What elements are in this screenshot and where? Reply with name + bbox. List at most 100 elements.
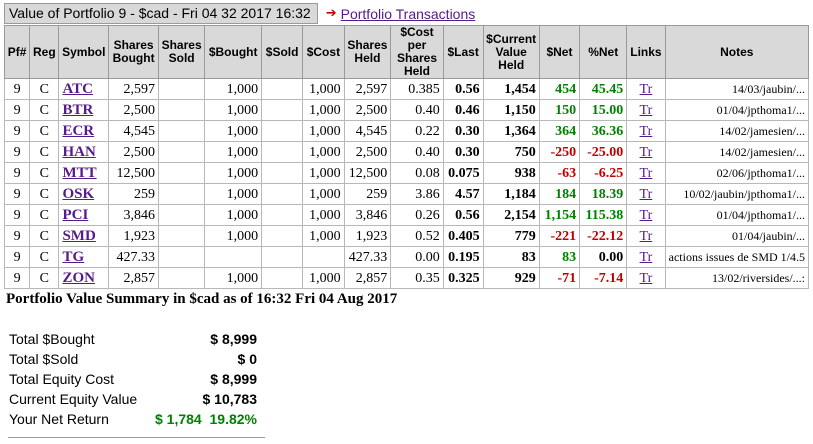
symbol-cell: ATC bbox=[58, 78, 110, 100]
shares-held-cell: 2,857 bbox=[343, 267, 392, 289]
net-cell: -221 bbox=[538, 225, 581, 247]
transactions-tr-link[interactable]: Tr bbox=[639, 186, 653, 202]
reg-cell: C bbox=[29, 246, 60, 268]
notes-cell: 14/03/jaubin/... bbox=[664, 78, 810, 100]
bought-cell: 1,000 bbox=[204, 162, 263, 184]
cost-per-share-cell: 0.35 bbox=[390, 267, 444, 289]
last-cell: 0.30 bbox=[442, 141, 484, 163]
col-shares-sold-header: Shares Sold bbox=[158, 25, 206, 79]
notes-cell: 02/06/jpthoma1/... bbox=[664, 162, 810, 184]
arrow-right-icon: ➔ bbox=[325, 6, 337, 21]
symbol-link[interactable]: PCI bbox=[62, 206, 89, 223]
summary-value: $ 10,783 bbox=[202, 391, 257, 407]
summary-value: $ 8,999 bbox=[210, 331, 257, 347]
summary-label: Your Net Return bbox=[9, 411, 109, 427]
symbol-link[interactable]: ZON bbox=[62, 269, 95, 286]
net-cell: -71 bbox=[538, 267, 581, 289]
sold-cell bbox=[261, 204, 304, 226]
table-row: 9 C HAN 2,500 1,000 1,000 2,500 0.40 0.30 750 -250… bbox=[3, 141, 810, 163]
sold-cell bbox=[261, 99, 304, 121]
cost-cell: 1,000 bbox=[302, 162, 345, 184]
shares-held-cell: 4,545 bbox=[343, 120, 392, 142]
table-row: 9 C TG 427.33 427.33 0.00 0.195 83 83 0.00 Tr actio… bbox=[3, 246, 810, 268]
summary-label: Total $Sold bbox=[9, 351, 79, 367]
transactions-tr-link[interactable]: Tr bbox=[639, 249, 653, 265]
symbol-cell: ZON bbox=[58, 267, 110, 289]
shares-bought-cell: 2,597 bbox=[108, 78, 160, 100]
transactions-tr-link[interactable]: Tr bbox=[639, 270, 653, 286]
pct-net-cell: 45.45 bbox=[579, 78, 628, 100]
pf-cell: 9 bbox=[3, 162, 31, 184]
symbol-link[interactable]: BTR bbox=[62, 101, 94, 118]
shares-sold-cell bbox=[158, 225, 206, 247]
shares-bought-cell: 259 bbox=[108, 183, 160, 205]
last-cell: 0.195 bbox=[442, 246, 484, 268]
transactions-tr-link[interactable]: Tr bbox=[639, 144, 653, 160]
symbol-link[interactable]: ATC bbox=[62, 80, 94, 97]
symbol-link[interactable]: MTT bbox=[62, 164, 97, 181]
current-value-cell: 83 bbox=[482, 246, 540, 268]
links-cell: Tr bbox=[626, 99, 666, 121]
cost-cell: 1,000 bbox=[302, 78, 345, 100]
bought-cell: 1,000 bbox=[204, 120, 263, 142]
reg-cell: C bbox=[29, 225, 60, 247]
pct-net-cell: -6.25 bbox=[579, 162, 628, 184]
transactions-tr-link[interactable]: Tr bbox=[639, 123, 653, 139]
shares-held-cell: 1,923 bbox=[343, 225, 392, 247]
shares-held-cell: 427.33 bbox=[343, 246, 392, 268]
cost-per-share-cell: 0.40 bbox=[390, 99, 444, 121]
col-cost-header: $Cost bbox=[302, 25, 345, 79]
net-cell: 364 bbox=[538, 120, 581, 142]
cost-per-share-cell: 0.22 bbox=[390, 120, 444, 142]
table-row: 9 C PCI 3,846 1,000 1,000 3,846 0.26 0.56 2,154 1,… bbox=[3, 204, 810, 226]
last-cell: 0.325 bbox=[442, 267, 484, 289]
shares-held-cell: 259 bbox=[343, 183, 392, 205]
col-pf-header: Pf# bbox=[3, 25, 31, 79]
cost-cell: 1,000 bbox=[302, 141, 345, 163]
transactions-tr-link[interactable]: Tr bbox=[639, 81, 653, 97]
current-value-cell: 1,150 bbox=[482, 99, 540, 121]
pct-net-cell: -25.00 bbox=[579, 141, 628, 163]
cost-per-share-cell: 0.40 bbox=[390, 141, 444, 163]
links-cell: Tr bbox=[626, 225, 666, 247]
last-cell: 4.57 bbox=[442, 183, 484, 205]
cost-per-share-cell: 0.00 bbox=[390, 246, 444, 268]
transactions-tr-link[interactable]: Tr bbox=[639, 102, 653, 118]
notes-cell: 01/04/jaubin/... bbox=[664, 225, 810, 247]
transactions-tr-link[interactable]: Tr bbox=[639, 228, 653, 244]
symbol-link[interactable]: ECR bbox=[62, 122, 95, 139]
pct-net-cell: -7.14 bbox=[579, 267, 628, 289]
page-title: Value of Portfolio 9 - $cad - Fri 04 32 … bbox=[4, 3, 318, 24]
summary-row-net-return: Your Net Return $ 1,784 19.82% bbox=[6, 409, 260, 429]
net-cell: 184 bbox=[538, 183, 581, 205]
links-cell: Tr bbox=[626, 78, 666, 100]
transactions-tr-link[interactable]: Tr bbox=[639, 207, 653, 223]
current-value-cell: 929 bbox=[482, 267, 540, 289]
symbol-link[interactable]: TG bbox=[62, 248, 85, 265]
portfolio-transactions-link[interactable]: Portfolio Transactions bbox=[340, 5, 476, 22]
col-net-header: $Net bbox=[538, 25, 581, 79]
summary-row: Total Equity Cost $ 8,999 bbox=[6, 369, 260, 389]
portfolio-table: Pf# Reg Symbol Shares Bought Shares Sold $Bou… bbox=[3, 25, 810, 289]
bought-cell: 1,000 bbox=[204, 225, 263, 247]
reg-cell: C bbox=[29, 120, 60, 142]
symbol-link[interactable]: OSK bbox=[62, 185, 95, 202]
shares-bought-cell: 1,923 bbox=[108, 225, 160, 247]
symbol-link[interactable]: SMD bbox=[62, 227, 96, 244]
symbol-cell: BTR bbox=[58, 99, 110, 121]
summary-row: Total $Bought $ 8,999 bbox=[6, 329, 260, 349]
net-return-value: $ 1,784 bbox=[155, 411, 202, 427]
symbol-cell: SMD bbox=[58, 225, 110, 247]
transactions-tr-link[interactable]: Tr bbox=[639, 165, 653, 181]
symbol-cell: ECR bbox=[58, 120, 110, 142]
reg-cell: C bbox=[29, 183, 60, 205]
net-cell: 83 bbox=[538, 246, 581, 268]
bought-cell: 1,000 bbox=[204, 204, 263, 226]
col-symbol-header: Symbol bbox=[58, 25, 110, 79]
cost-cell: 1,000 bbox=[302, 99, 345, 121]
symbol-link[interactable]: HAN bbox=[62, 143, 96, 160]
shares-sold-cell bbox=[158, 162, 206, 184]
current-value-cell: 1,184 bbox=[482, 183, 540, 205]
col-reg-header: Reg bbox=[29, 25, 60, 79]
shares-held-cell: 2,500 bbox=[343, 99, 392, 121]
